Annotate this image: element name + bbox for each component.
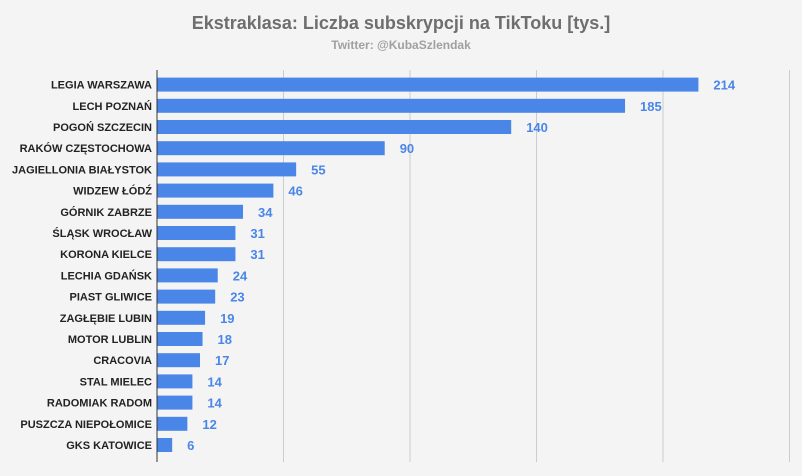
bar xyxy=(157,310,206,325)
category-label: CRACOVIA xyxy=(93,355,152,367)
category-label: PUSZCZA NIEPOŁOMICE xyxy=(20,419,152,431)
chart-subtitle: Twitter: @KubaSzlendak xyxy=(331,38,471,52)
chart-title: Ekstraklasa: Liczba subskrypcji na TikTo… xyxy=(191,13,611,33)
bar xyxy=(157,183,274,198)
value-label: 140 xyxy=(526,120,548,135)
bar xyxy=(157,162,297,177)
category-label: PIAST GLIWICE xyxy=(70,292,153,304)
category-label: RADOMIAK RADOM xyxy=(47,398,152,410)
bar xyxy=(157,416,188,431)
category-label: GKS KATOWICE xyxy=(66,440,152,452)
bar xyxy=(157,395,193,410)
bar xyxy=(157,289,216,304)
category-label: LECHIA GDAŃSK xyxy=(61,269,152,282)
bar xyxy=(157,332,203,346)
category-label: STAL MIELEC xyxy=(80,376,152,388)
value-label: 12 xyxy=(202,417,216,432)
bar xyxy=(157,226,236,240)
category-label: KORONA KIELCE xyxy=(60,249,152,261)
value-label: 17 xyxy=(215,353,229,368)
bar xyxy=(157,247,236,262)
category-label: ZAGŁĘBIE LUBIN xyxy=(60,313,152,325)
bar xyxy=(157,353,201,368)
bar xyxy=(157,141,385,156)
value-label: 31 xyxy=(250,226,264,241)
value-label: 214 xyxy=(713,78,735,93)
value-label: 23 xyxy=(230,290,244,305)
value-label: 90 xyxy=(400,141,414,156)
category-label: ŚLĄSK WROCŁAW xyxy=(52,227,152,240)
category-label: RAKÓW CZĘSTOCHOWA xyxy=(20,142,152,155)
bar xyxy=(157,438,173,452)
category-label: MOTOR LUBLIN xyxy=(68,334,152,346)
value-label: 24 xyxy=(233,268,248,283)
category-label: LEGIA WARSZAWA xyxy=(51,80,152,92)
bar xyxy=(157,98,626,113)
value-label: 6 xyxy=(187,438,194,453)
bar xyxy=(157,268,218,283)
category-label: GÓRNIK ZABRZE xyxy=(60,206,152,219)
bar xyxy=(157,120,512,134)
bar xyxy=(157,204,244,219)
category-label: WIDZEW ŁÓDŹ xyxy=(73,185,152,198)
value-label: 14 xyxy=(207,396,222,411)
category-label: POGOŃ SZCZECIN xyxy=(53,121,152,134)
value-label: 55 xyxy=(311,162,325,177)
value-label: 18 xyxy=(218,332,232,347)
bar xyxy=(157,374,193,389)
category-label: LECH POZNAŃ xyxy=(73,100,153,113)
bar xyxy=(157,77,699,92)
value-label: 46 xyxy=(288,184,302,199)
value-label: 19 xyxy=(220,311,234,326)
category-label: JAGIELLONIA BIAŁYSTOK xyxy=(12,164,152,176)
value-label: 14 xyxy=(207,374,222,389)
value-label: 185 xyxy=(640,99,662,114)
value-label: 31 xyxy=(250,247,264,262)
value-label: 34 xyxy=(258,205,273,220)
